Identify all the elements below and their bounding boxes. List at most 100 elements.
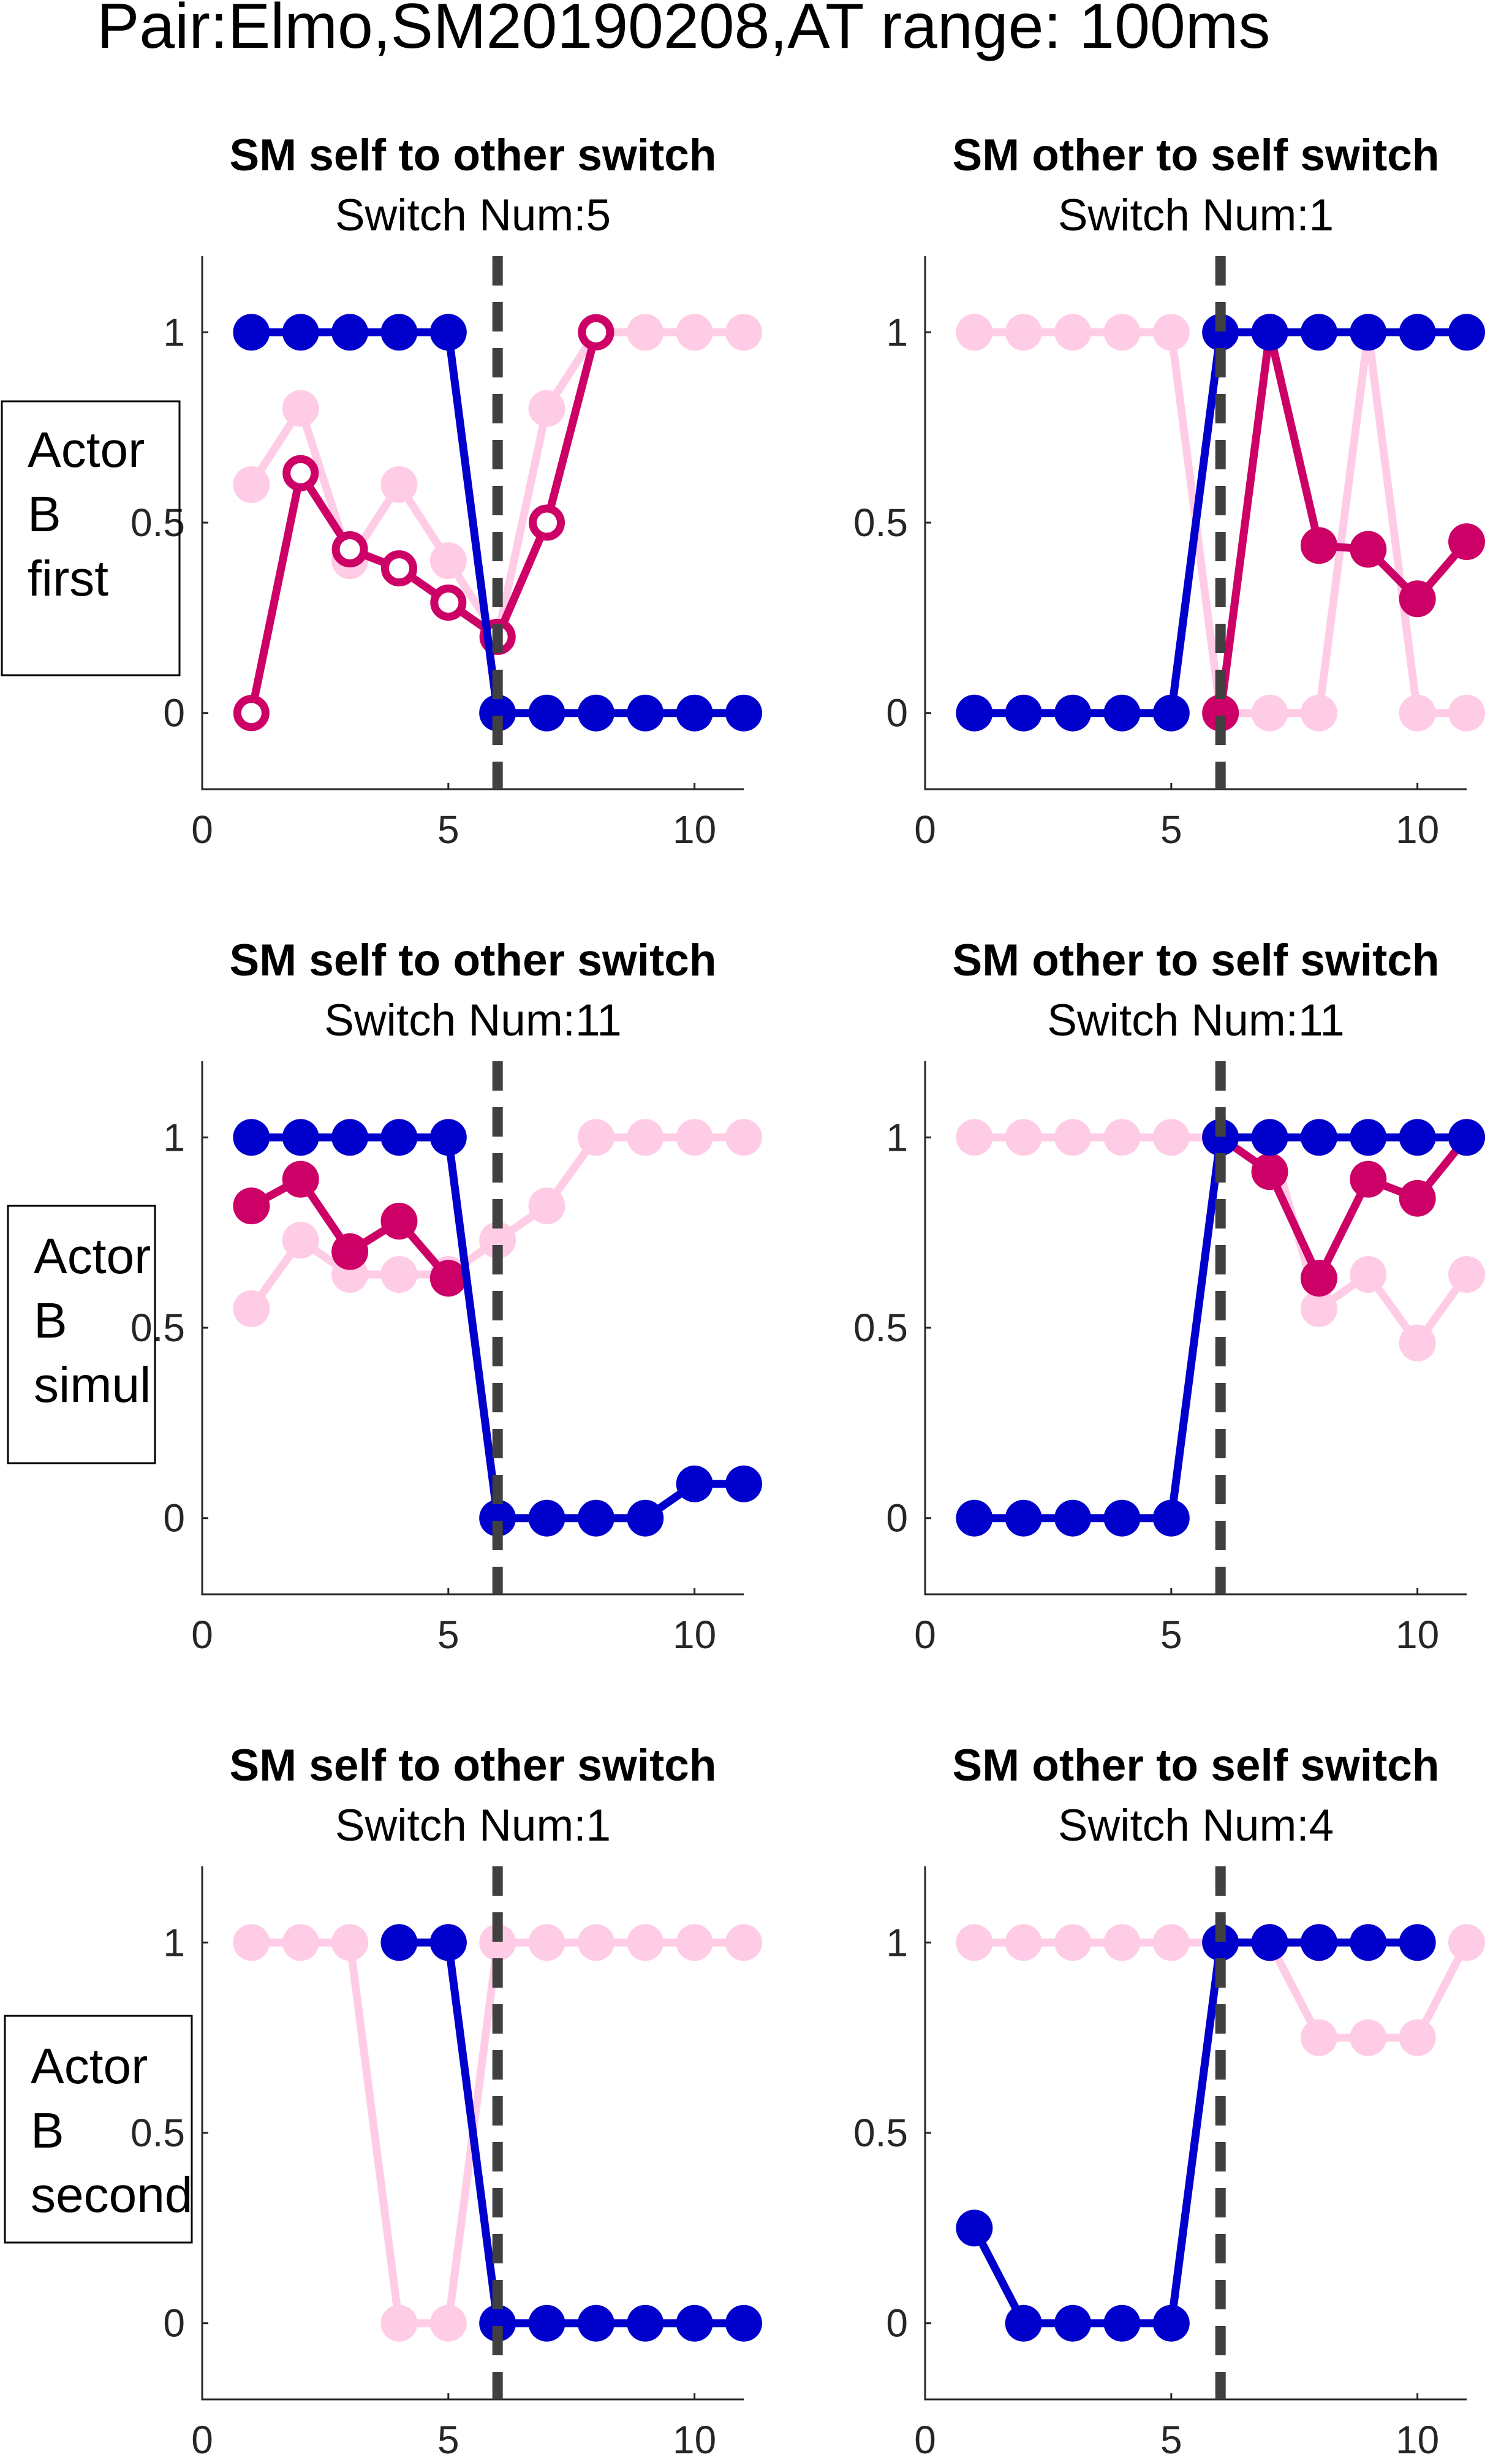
data-point <box>430 585 467 621</box>
data-point <box>1300 1924 1337 1961</box>
y-tick-label: 1 <box>886 1115 908 1159</box>
data-point <box>1202 1119 1239 1156</box>
series-dark <box>1202 1119 1485 1297</box>
data-point <box>1103 1924 1141 1961</box>
data-point <box>331 1119 369 1156</box>
data-point <box>1300 2019 1337 2056</box>
data-point <box>1152 1924 1190 1961</box>
data-point <box>528 1499 565 1537</box>
data-point <box>1005 1499 1042 1537</box>
y-tick-label: 0 <box>163 1496 185 1540</box>
data-point <box>956 1119 993 1156</box>
data-point <box>529 504 565 541</box>
data-point <box>233 695 270 732</box>
data-point <box>577 694 614 732</box>
data-point <box>429 542 467 580</box>
data-point <box>479 2304 516 2342</box>
x-tick-label: 0 <box>914 1613 936 1657</box>
data-point <box>627 1924 664 1961</box>
data-point <box>1152 1119 1190 1156</box>
data-point <box>676 314 713 351</box>
series-line <box>251 1133 744 1523</box>
data-point <box>1300 1119 1337 1156</box>
data-point <box>233 1119 270 1156</box>
data-point <box>1054 1924 1092 1961</box>
data-point <box>956 2209 993 2247</box>
series-dark <box>233 1160 467 1297</box>
row-label-box <box>1 400 181 676</box>
x-tick-label: 5 <box>1160 2418 1182 2457</box>
data-point <box>1005 314 1042 351</box>
data-point <box>725 694 762 732</box>
data-point <box>577 1499 614 1537</box>
data-point <box>1399 1324 1436 1361</box>
x-tick-label: 5 <box>437 2418 459 2457</box>
y-tick-label: 1 <box>163 310 185 354</box>
y-tick-label: 0.5 <box>853 501 908 545</box>
data-point <box>1350 1160 1387 1198</box>
data-point <box>1399 1119 1436 1156</box>
y-tick-label: 1 <box>886 1920 908 1964</box>
data-point <box>1448 1924 1485 1961</box>
data-point <box>1005 1119 1042 1156</box>
figure-title: Pair:Elmo,SM20190208,AT range: 100ms <box>97 0 1270 62</box>
data-point <box>1005 694 1042 732</box>
subplot-title: SM self to other switch <box>230 1741 717 1790</box>
data-point <box>282 1222 319 1259</box>
data-point <box>1103 1119 1141 1156</box>
data-point <box>233 1187 270 1225</box>
series-blue <box>233 1119 762 1537</box>
row-label-line: B <box>34 1293 67 1349</box>
data-point <box>956 694 993 732</box>
data-point <box>1350 2019 1387 2056</box>
row-label-line: Actor <box>31 2039 148 2094</box>
data-point <box>528 1187 565 1225</box>
data-point <box>1152 1499 1190 1537</box>
data-point <box>1251 694 1288 732</box>
data-point <box>577 1924 614 1961</box>
x-tick-label: 0 <box>914 808 936 852</box>
data-point <box>1054 1119 1092 1156</box>
y-tick-label: 0.5 <box>130 501 185 545</box>
data-point <box>233 314 270 351</box>
data-point <box>282 1160 319 1198</box>
data-point <box>1399 314 1436 351</box>
data-point <box>725 2304 762 2342</box>
data-point <box>1448 1256 1485 1293</box>
data-point <box>725 1924 762 1961</box>
data-point <box>1103 1499 1141 1537</box>
y-tick-label: 0.5 <box>853 1306 908 1350</box>
data-point <box>282 1924 319 1961</box>
x-tick-label: 5 <box>1160 808 1182 852</box>
subplot-title: SM self to other switch <box>230 936 717 985</box>
data-point <box>479 1924 516 1961</box>
data-point <box>1300 527 1337 564</box>
row-label-line: Actor <box>34 1228 151 1284</box>
data-point <box>1103 314 1141 351</box>
series-blue <box>956 1924 1436 2342</box>
row-label-line: B <box>31 2103 64 2159</box>
data-point <box>380 1256 418 1293</box>
data-point <box>1054 694 1092 732</box>
subplot-subtitle: Switch Num:11 <box>1047 996 1344 1045</box>
y-tick-label: 0.5 <box>130 1306 185 1350</box>
data-point <box>528 2304 565 2342</box>
data-point <box>725 314 762 351</box>
series-blue <box>233 314 762 732</box>
subplot-title: SM other to self switch <box>953 131 1440 180</box>
data-point <box>577 1119 614 1156</box>
data-point <box>725 1119 762 1156</box>
row-label-box <box>7 1205 156 1464</box>
data-point <box>1054 2304 1092 2342</box>
data-point <box>676 1119 713 1156</box>
x-tick-label: 0 <box>914 2418 936 2457</box>
x-tick-label: 0 <box>191 808 213 852</box>
data-point <box>429 314 467 351</box>
data-point <box>627 694 664 732</box>
data-point <box>676 694 713 732</box>
